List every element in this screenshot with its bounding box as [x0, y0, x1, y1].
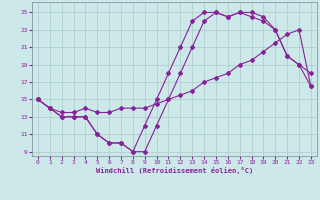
X-axis label: Windchill (Refroidissement éolien,°C): Windchill (Refroidissement éolien,°C)	[96, 167, 253, 174]
